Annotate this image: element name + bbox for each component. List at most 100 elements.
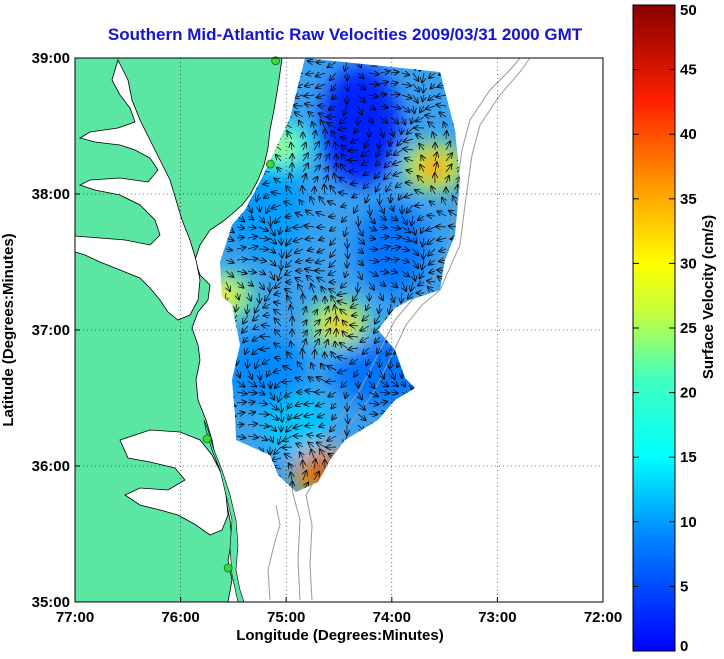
velocity-arrow: [321, 364, 325, 371]
y-tick-label: 35:00: [32, 594, 70, 611]
velocity-arrow: [352, 194, 359, 198]
velocity-arrow: [259, 292, 260, 303]
velocity-arrow: [330, 227, 337, 231]
velocity-arrow: [412, 215, 414, 226]
velocity-arrow: [248, 369, 252, 379]
velocity-arrow: [363, 172, 369, 175]
velocity-arrow: [390, 106, 401, 109]
velocity-arrow: [236, 402, 246, 403]
velocity-arrow: [380, 292, 383, 300]
velocity-arrow: [242, 325, 249, 333]
velocity-arrow: [393, 161, 403, 165]
velocity-arrow: [278, 391, 281, 402]
velocity-arrow: [319, 425, 326, 427]
velocity-arrow: [339, 128, 348, 130]
velocity-arrow: [419, 144, 424, 151]
velocity-arrow: [436, 227, 447, 228]
velocity-arrow: [259, 380, 264, 387]
velocity-arrow: [351, 304, 359, 308]
velocity-arrow: [404, 139, 414, 142]
velocity-arrow: [317, 95, 326, 98]
velocity-arrow: [366, 358, 369, 365]
velocity-arrow: [437, 238, 447, 240]
velocity-arrow: [436, 95, 447, 97]
velocity-arrow: [316, 84, 326, 88]
velocity-arrow: [270, 270, 274, 280]
velocity-arrow: [256, 193, 259, 201]
velocity-arrow: [355, 128, 359, 133]
velocity-arrow: [296, 403, 304, 406]
velocity-arrow: [387, 347, 392, 356]
colorbar-tick-label: 5: [680, 578, 688, 595]
velocity-arrow: [303, 471, 306, 481]
velocity-arrow: [422, 237, 424, 247]
velocity-arrow: [225, 249, 232, 250]
velocity-arrow: [349, 171, 359, 172]
velocity-arrow: [259, 392, 265, 395]
velocity-arrow: [295, 249, 304, 253]
velocity-arrow: [341, 164, 348, 173]
velocity-arrow: [407, 170, 414, 172]
velocity-arrow: [418, 282, 425, 286]
velocity-arrow: [358, 270, 362, 279]
velocity-arrow: [296, 443, 304, 447]
velocity-arrow: [304, 414, 315, 416]
velocity-arrow: [258, 436, 267, 440]
x-tick-label: 76:00: [161, 609, 199, 626]
velocity-arrow: [421, 156, 424, 162]
velocity-arrow: [436, 105, 447, 106]
velocity-arrow: [308, 61, 315, 62]
velocity-arrow: [375, 314, 381, 324]
velocity-arrow: [429, 260, 436, 265]
velocity-arrow: [361, 336, 370, 342]
velocity-arrow: [390, 237, 401, 238]
velocity-arrow: [396, 183, 403, 187]
velocity-arrow: [442, 198, 446, 206]
velocity-arrow: [255, 358, 259, 368]
velocity-arrow: [275, 215, 282, 223]
velocity-arrow: [340, 343, 348, 349]
velocity-arrow: [401, 73, 409, 75]
velocity-arrow: [262, 325, 271, 326]
velocity-arrow: [306, 276, 315, 283]
velocity-arrow: [258, 281, 264, 289]
velocity-arrow: [357, 73, 364, 78]
bathymetry-contours: [267, 58, 531, 601]
velocity-arrow: [357, 413, 366, 420]
velocity-arrow: [247, 303, 248, 314]
chesapeake-bay: [75, 58, 201, 321]
velocity-arrow: [390, 94, 400, 95]
velocity-arrow: [325, 154, 330, 162]
velocity-arrow: [308, 249, 315, 251]
velocity-arrow: [401, 215, 407, 225]
velocity-arrow: [357, 237, 364, 244]
velocity-arrow: [332, 95, 336, 99]
velocity-arrow: [390, 116, 398, 124]
velocity-arrow: [287, 296, 293, 305]
velocity-arrow: [390, 72, 399, 73]
velocity-arrow: [236, 412, 244, 414]
velocity-arrow: [313, 330, 321, 338]
velocity-arrow: [379, 271, 388, 273]
velocity-arrow: [327, 123, 337, 129]
velocity-arrow: [329, 289, 337, 293]
velocity-arrow: [247, 259, 257, 260]
velocity-arrow: [375, 336, 381, 343]
velocity-arrow: [412, 72, 419, 81]
colorbar-tick-label: 0: [680, 638, 688, 655]
velocity-arrow: [317, 249, 326, 253]
y-tick-label: 37:00: [32, 322, 70, 339]
y-tick-label: 36:00: [32, 458, 70, 475]
velocity-arrow: [428, 95, 436, 100]
velocity-arrow: [330, 186, 337, 195]
velocity-arrow: [328, 392, 337, 397]
velocity-arrow: [317, 442, 326, 447]
velocity-arrow: [253, 314, 260, 321]
velocity-arrow: [435, 152, 437, 162]
velocity-arrow: [303, 331, 307, 338]
velocity-arrow: [247, 412, 255, 414]
velocity-arrow: [275, 380, 282, 388]
velocity-arrow: [286, 248, 293, 257]
velocity-arrow: [314, 296, 315, 305]
